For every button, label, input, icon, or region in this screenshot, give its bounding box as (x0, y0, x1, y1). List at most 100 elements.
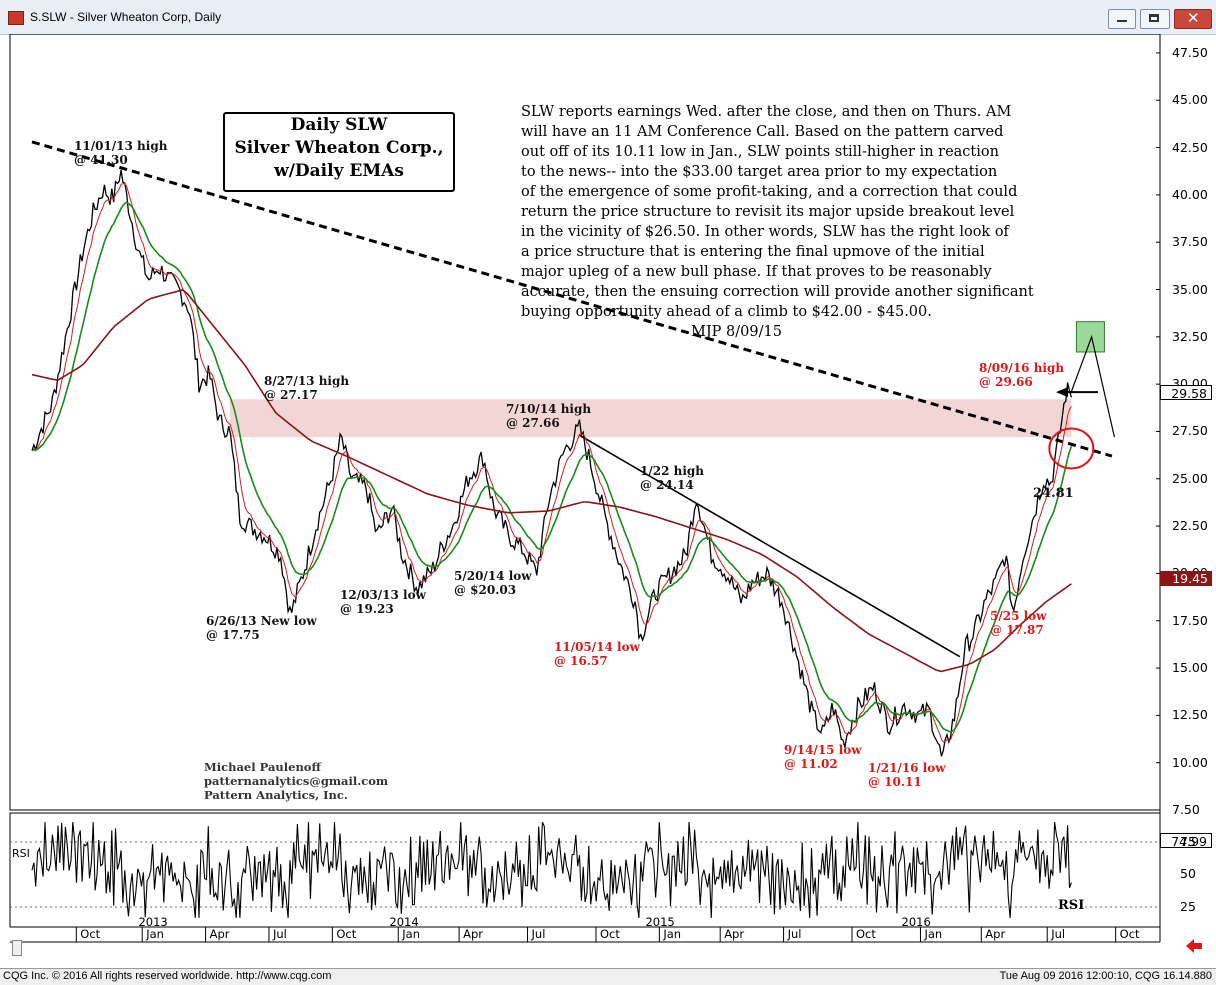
x-year-label: 2015 (645, 915, 675, 929)
x-year-label: 2014 (389, 915, 419, 929)
y-tick-label: 10.00 (1172, 754, 1208, 770)
last-price-arrowhead (1056, 387, 1068, 398)
y-tick-label: 25.00 (1172, 470, 1208, 486)
annotation-may16-low: 5/25 low @ 17.87 (990, 609, 1047, 637)
scroll-left-arrow-icon[interactable] (1186, 939, 1202, 953)
annotation-jan16-low: 1/21/16 low @ 10.11 (868, 761, 946, 789)
chart-area: Daily SLW Silver Wheaton Corp., w/Daily … (0, 34, 1216, 984)
x-month-label: Jul (531, 927, 546, 941)
target-box (1075, 321, 1105, 353)
annotation-aug13-high: 8/27/13 high @ 27.17 (264, 374, 350, 402)
timestamp-text: Tue Aug 09 2016 12:00:10, CQG 16.14.880 (999, 970, 1212, 982)
x-month-label: Jul (787, 927, 802, 941)
y-tick-label: 22.50 (1172, 518, 1208, 534)
commentary-line: in the vicinity of $26.50. In other word… (521, 224, 1009, 240)
rsi-series (31, 821, 1072, 918)
commentary-line: to the news-- into the $33.00 target are… (521, 164, 998, 180)
annotation-nov14-low: 11/05/14 low @ 16.57 (554, 640, 640, 668)
x-year-label: 2013 (138, 915, 168, 929)
annotation-sep15-low: 9/14/15 low @ 11.02 (784, 743, 862, 771)
y-tick-label: 37.50 (1172, 234, 1208, 250)
commentary-signature: MJP 8/09/15 (691, 324, 782, 340)
commentary-line: SLW reports earnings Wed. after the clos… (521, 104, 1012, 120)
y-tick-label: 15.00 (1172, 660, 1208, 676)
y-tick-label: 40.00 (1172, 186, 1208, 202)
y-tick-label: 35.00 (1172, 281, 1208, 297)
annotation-jan15-high: 1/22 high @ 24.14 (640, 464, 705, 492)
maximize-button[interactable] (1140, 9, 1170, 29)
ema-slow-line (31, 289, 1072, 673)
y-tick-label: 27.50 (1172, 423, 1208, 439)
x-month-label: Jan (146, 927, 164, 941)
forecast-path (1070, 334, 1116, 438)
x-month-label: Oct (80, 927, 101, 941)
y-tick-label: 47.50 (1172, 44, 1208, 60)
rsi-tick-label: 25 (1180, 899, 1196, 914)
commentary-line: out off of its 10.11 low in Jan., SLW po… (521, 144, 999, 160)
annotation-nov13-high: 11/01/13 high @ 41.30 (74, 139, 168, 167)
chart-title-line3: w/Daily EMAs (274, 161, 404, 181)
x-month-label: Apr (724, 927, 745, 941)
x-month-label: Apr (985, 927, 1006, 941)
ema-price-badge: 19.45 (1160, 571, 1212, 586)
annotation-may14-low: 5/20/14 low @ $20.03 (454, 569, 532, 597)
annotation-jun13-low: 6/26/13 New low @ 17.75 (206, 614, 317, 642)
author-company: Pattern Analytics, Inc. (204, 788, 348, 802)
x-month-label: Jul (1051, 927, 1066, 941)
annotation-aug16-high: 8/09/16 high @ 29.66 (979, 361, 1065, 389)
close-button[interactable]: ✕ (1174, 9, 1212, 29)
x-month-label: Apr (209, 927, 230, 941)
y-tick-label: 42.50 (1172, 139, 1208, 155)
ema-fast-line (31, 183, 1072, 743)
rsi-panel-label: RSI (12, 847, 30, 860)
maximize-icon (1149, 14, 1159, 22)
author-email: patternanalytics@gmail.com (204, 774, 389, 788)
x-year-label: 2016 (901, 915, 931, 929)
window-titlebar: S.SLW - Silver Wheaton Corp, Daily ✕ (0, 0, 1216, 35)
minimize-button[interactable] (1108, 9, 1136, 29)
breakout-circle (1048, 427, 1095, 470)
price-series (31, 169, 1073, 757)
secondary-trendline (579, 434, 961, 658)
close-icon: ✕ (1187, 9, 1200, 27)
copyright-text: CQG Inc. © 2016 All rights reserved worl… (3, 970, 332, 982)
commentary-line: major upleg of a new bull phase. If that… (521, 264, 992, 280)
chart-title-box: Daily SLW Silver Wheaton Corp., w/Daily … (223, 112, 455, 192)
rsi-value-badge: 74.99 (1160, 833, 1212, 849)
chart-title-line1: Daily SLW (290, 115, 388, 135)
last-price-badge: 29.58 (1160, 385, 1212, 401)
rsi-panel-tag: RSI (1058, 898, 1085, 913)
rsi-tick-label: 50 (1180, 866, 1196, 881)
x-month-label: Jan (663, 927, 682, 941)
annotation-level-2481: 24.81 (1033, 486, 1074, 501)
minimize-icon (1117, 20, 1127, 22)
ema-mid-line (31, 201, 1073, 733)
y-tick-label: 45.00 (1172, 92, 1208, 108)
y-tick-label: 32.50 (1172, 328, 1208, 344)
author-name: Michael Paulenoff (204, 760, 321, 774)
resistance-zone (229, 399, 1072, 438)
chart-title-line2: Silver Wheaton Corp., (234, 138, 444, 158)
x-month-label: Jan (402, 927, 420, 941)
commentary-line: will have an 11 AM Conference Call. Base… (521, 124, 1004, 140)
analyst-commentary: SLW reports earnings Wed. after the clos… (521, 102, 1081, 342)
annotation-dec13-low: 12/03/13 low @ 19.23 (340, 588, 426, 616)
x-month-label: Jul (272, 927, 287, 941)
app-icon (8, 11, 24, 25)
rsi-tick-label: 75 (1180, 834, 1196, 849)
price-chart-svg (9, 34, 1161, 943)
author-credits: Michael Paulenoff patternanalytics@gmail… (204, 760, 388, 802)
window-title: S.SLW - Silver Wheaton Corp, Daily (30, 10, 222, 24)
scrollbar-handle[interactable] (12, 940, 22, 956)
rsi-panel-frame (9, 812, 1161, 928)
x-month-label: Jan (924, 927, 943, 941)
y-tick-label: 12.50 (1172, 707, 1208, 723)
annotation-jul14-high: 7/10/14 high @ 27.66 (506, 402, 592, 430)
commentary-line: of the emergence of some profit-taking, … (521, 184, 1018, 200)
commentary-line: return the price structure to revisit it… (521, 204, 1015, 220)
commentary-line: a price structure that is entering the f… (521, 244, 985, 260)
x-month-label: Apr (463, 927, 483, 941)
commentary-line: accurate, then the ensuing correction wi… (521, 284, 1034, 300)
major-downtrend-line (31, 140, 1113, 458)
x-month-label: Oct (1119, 927, 1140, 941)
